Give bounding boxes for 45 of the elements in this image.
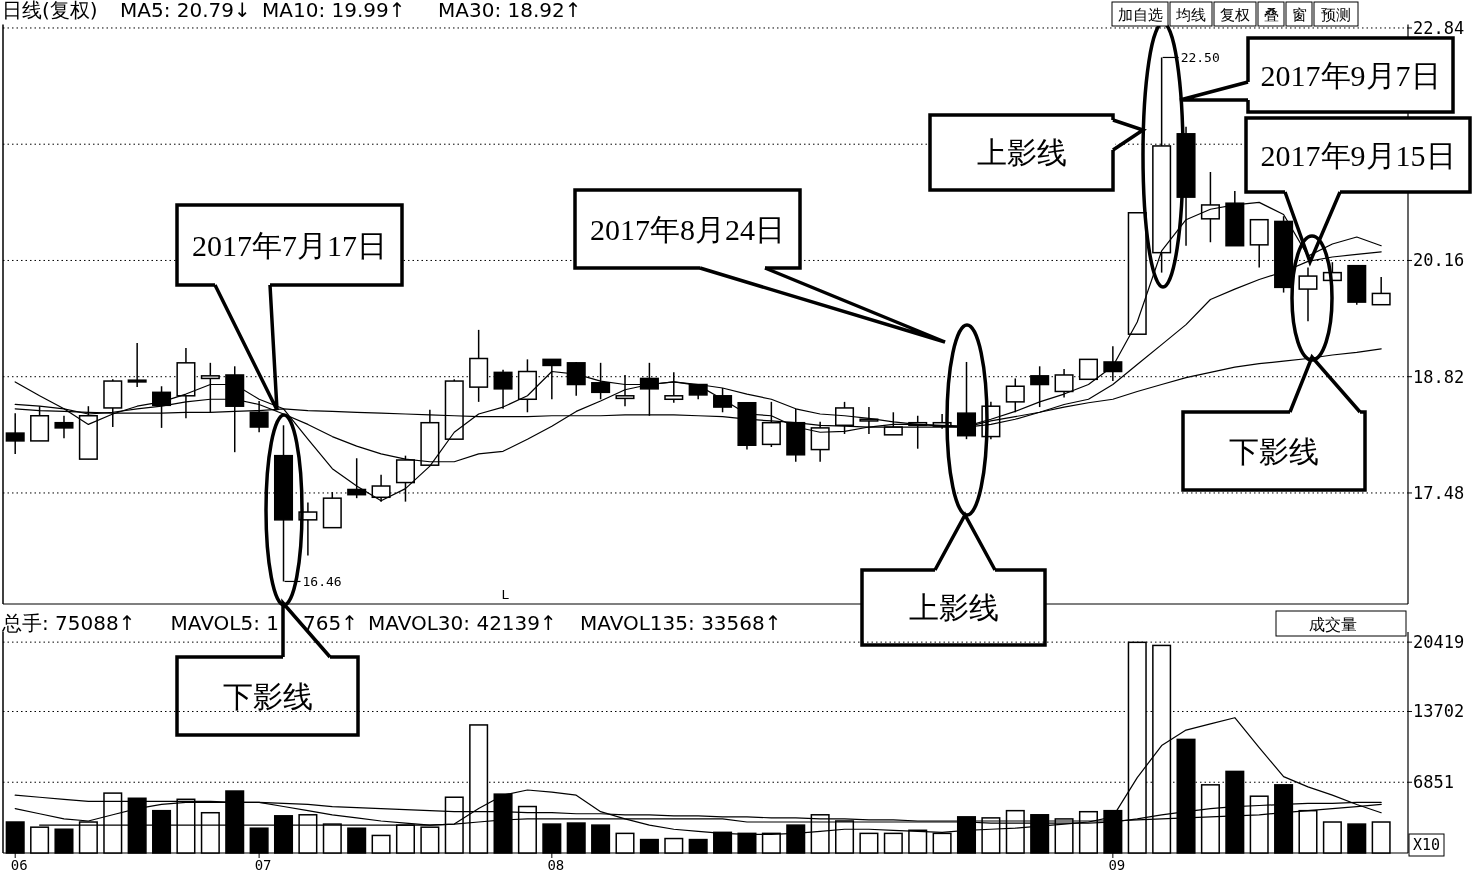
annotation: 下影线: [222, 679, 313, 713]
text: MA10: 19.99↑: [262, 0, 406, 22]
control-button: 窗: [1285, 1, 1313, 27]
y-tick-label: 17.48: [1413, 482, 1465, 503]
x-tick-label: 08: [547, 857, 565, 873]
annotation: 上影线: [976, 136, 1067, 169]
annotation: 上影线: [908, 591, 999, 624]
annotation: 成交量: [1309, 615, 1357, 634]
annotation: MAVOL135: 33568↑: [580, 611, 782, 635]
text: MA5: 20.79↓: [120, 0, 251, 22]
callout: 上影线: [928, 113, 1147, 192]
control-button: 均线: [1169, 1, 1213, 27]
annotation: 2017年9月7日: [1260, 58, 1441, 92]
callout: 上影线: [860, 511, 1047, 647]
y-tick-label: 22.84: [1413, 17, 1465, 38]
annotation: 总手: 75088↑: [1, 611, 136, 635]
control-dropdown: 成交量: [1275, 610, 1407, 637]
control-button: 复权: [1213, 1, 1257, 27]
y-tick-label: 20.16: [1413, 250, 1465, 271]
annotation: 16.46: [302, 573, 342, 589]
annotation: 下影线: [1229, 434, 1319, 468]
y-tick-label: 13702: [1413, 701, 1465, 722]
annotation: L: [501, 587, 510, 602]
text: 日线(复权): [2, 0, 98, 22]
y-tick-label: 6851: [1413, 772, 1454, 793]
text: MA30: 18.92↑: [438, 0, 582, 22]
callout: 下影线: [1181, 353, 1367, 492]
x-tick-label: 06: [10, 857, 28, 873]
control-button: 加自选: [1111, 1, 1169, 27]
y-tick-label: 18.82: [1413, 366, 1465, 387]
annotation: 2017年8月24日: [590, 212, 785, 246]
annotation: MAVOL30: 42139↑: [368, 611, 557, 635]
annotation: 22.50: [1180, 49, 1220, 65]
annotation: 765↑: [303, 611, 358, 635]
annotation: 2017年7月17日: [192, 228, 387, 262]
control-button: 预测: [1313, 1, 1359, 27]
callout: 2017年8月24日: [573, 188, 947, 344]
unit-box: X10: [1408, 833, 1445, 857]
annotation: MAVOL5: 1: [170, 611, 279, 635]
control-button: 叠: [1257, 1, 1285, 27]
callout: 2017年7月17日: [175, 203, 404, 412]
annotation: 2017年9月15日: [1260, 138, 1456, 172]
x-tick-label: 07: [254, 857, 272, 873]
x-tick-label: 09: [1108, 857, 1126, 873]
y-tick-label: 20419: [1413, 632, 1465, 653]
